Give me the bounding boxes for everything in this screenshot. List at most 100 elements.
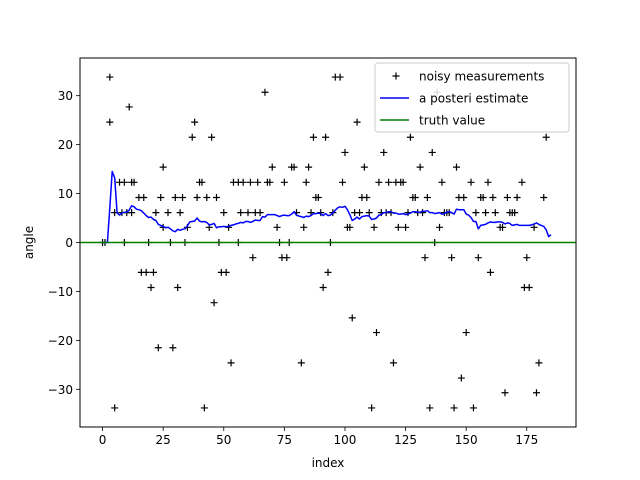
data-point xyxy=(339,178,347,186)
data-point xyxy=(171,193,179,201)
data-point xyxy=(472,209,480,217)
x-tick-label: 75 xyxy=(277,433,292,447)
data-point xyxy=(513,193,521,201)
data-point xyxy=(203,193,211,201)
data-point xyxy=(348,314,356,322)
legend: noisy measurements a posteri estimate trut… xyxy=(374,62,570,133)
data-point xyxy=(489,193,497,201)
data-point xyxy=(261,88,269,96)
data-point xyxy=(222,268,230,276)
x-tick-label: 150 xyxy=(455,433,478,447)
data-point xyxy=(411,193,419,201)
data-point xyxy=(174,284,182,292)
data-point xyxy=(237,209,245,217)
data-point xyxy=(525,284,533,292)
data-point xyxy=(256,209,264,217)
data-point xyxy=(249,254,257,262)
x-tick-label: 50 xyxy=(216,433,231,447)
data-point xyxy=(188,133,196,141)
data-point xyxy=(474,254,482,262)
data-point xyxy=(130,178,138,186)
data-point xyxy=(142,268,150,276)
data-point xyxy=(450,404,458,412)
data-point xyxy=(246,178,254,186)
x-tick-label: 100 xyxy=(334,433,357,447)
data-point xyxy=(365,209,373,217)
data-point xyxy=(147,284,155,292)
data-point xyxy=(154,344,162,352)
y-tick-label: −20 xyxy=(48,334,73,348)
data-point xyxy=(300,223,308,231)
data-point xyxy=(394,223,402,231)
data-point xyxy=(353,118,361,126)
data-point xyxy=(280,178,288,186)
data-point xyxy=(460,193,468,201)
data-point xyxy=(428,148,436,156)
data-point xyxy=(273,223,281,231)
data-point xyxy=(120,178,128,186)
y-tick-label: 20 xyxy=(58,138,73,152)
series-lines xyxy=(80,170,576,244)
data-point xyxy=(486,268,494,276)
data-point xyxy=(372,329,380,337)
data-point xyxy=(542,133,550,141)
data-point xyxy=(438,178,446,186)
data-point xyxy=(402,223,410,231)
data-point xyxy=(208,133,216,141)
data-point xyxy=(457,374,465,382)
data-point xyxy=(290,163,298,171)
data-point xyxy=(341,148,349,156)
data-point xyxy=(423,193,431,201)
y-axis-ticks: −30 −20 −10 0 10 20 30 xyxy=(48,89,80,397)
data-point xyxy=(406,133,414,141)
data-point xyxy=(324,268,332,276)
x-tick-label: 125 xyxy=(394,433,417,447)
data-point xyxy=(389,359,397,367)
x-tick-label: 0 xyxy=(99,433,107,447)
x-axis-ticks: 0 25 50 75 100 125 150 175 xyxy=(99,427,538,447)
data-point xyxy=(469,404,477,412)
data-point xyxy=(164,209,172,217)
data-point xyxy=(302,178,310,186)
data-point xyxy=(191,118,199,126)
data-point xyxy=(305,163,313,171)
y-tick-label: 10 xyxy=(58,187,73,201)
data-point xyxy=(370,223,378,231)
data-point xyxy=(169,344,177,352)
legend-box xyxy=(374,62,570,133)
data-point xyxy=(421,254,429,262)
data-point xyxy=(360,163,368,171)
x-axis-label: index xyxy=(312,456,345,470)
data-point xyxy=(530,223,538,231)
data-point xyxy=(399,178,407,186)
data-point xyxy=(336,73,344,81)
data-point xyxy=(491,209,499,217)
data-point xyxy=(159,163,167,171)
data-point xyxy=(239,178,247,186)
y-tick-label: 30 xyxy=(58,89,73,103)
data-point xyxy=(363,193,371,201)
data-point xyxy=(518,178,526,186)
data-point xyxy=(479,193,487,201)
data-point xyxy=(212,193,220,201)
x-tick-label: 25 xyxy=(156,433,171,447)
data-point xyxy=(314,193,322,201)
data-point xyxy=(540,193,548,201)
data-point xyxy=(356,209,364,217)
data-point xyxy=(227,359,235,367)
data-point xyxy=(176,209,184,217)
data-point xyxy=(511,209,519,217)
y-axis-label: angle xyxy=(22,226,36,259)
data-point xyxy=(200,404,208,412)
data-point xyxy=(322,133,330,141)
data-point xyxy=(380,148,388,156)
data-point xyxy=(220,209,228,217)
x-tick-label: 175 xyxy=(515,433,538,447)
data-point xyxy=(448,254,456,262)
legend-marker-handle xyxy=(392,72,400,80)
data-point xyxy=(157,193,165,201)
data-point xyxy=(266,178,274,186)
data-point xyxy=(319,284,327,292)
data-point xyxy=(254,178,262,186)
